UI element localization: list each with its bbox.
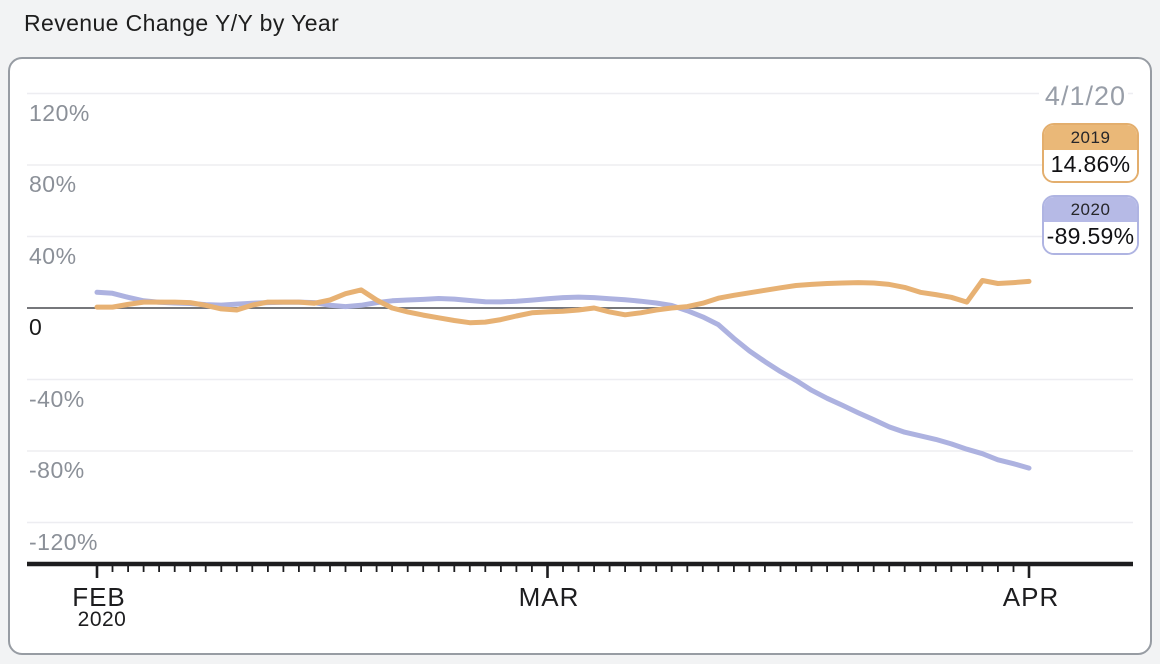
cursor-date-label: 4/1/20 [1038,81,1128,114]
y-label-0: 0 [29,314,43,340]
x-label-apr: APR [1002,582,1060,612]
line-chart-plot-area[interactable] [8,57,1152,655]
chart-title: Revenue Change Y/Y by Year [24,10,340,36]
y-label-40: 40% [29,243,77,269]
y-label--40: -40% [29,386,85,412]
legend-badge-2019: 2019 14.86% [1042,123,1139,183]
legend-badge-2020: 2020 -89.59% [1042,195,1139,255]
y-label--80: -80% [29,457,85,483]
x-sublabel-2020: 2020 [77,608,127,631]
y-label--120: -120% [29,529,98,555]
y-label-120: 120% [29,100,90,126]
legend-badge-2019-value: 14.86% [1044,150,1137,181]
chart-card: 120% 80% 40% 0 -40% -80% -120% FEB 2020 MAR APR 4/… [8,57,1152,655]
x-label-feb: FEB [72,582,126,612]
series-line-2019[interactable] [94,278,1032,326]
legend-badge-2019-series-label: 2019 [1044,125,1137,150]
x-label-mar: MAR [518,582,580,612]
legend-badge-2020-value: -89.59% [1044,222,1137,253]
legend-badge-2020-series-label: 2020 [1044,197,1137,222]
y-label-80: 80% [29,171,77,197]
